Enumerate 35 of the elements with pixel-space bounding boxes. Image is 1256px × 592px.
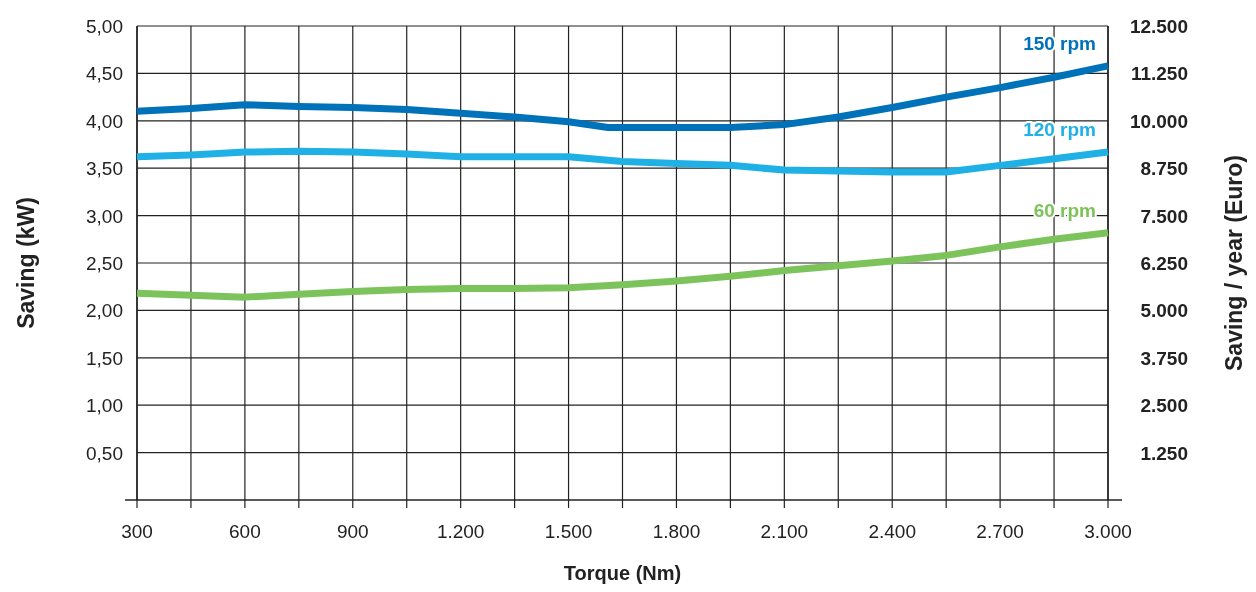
x-tick-label: 600 — [229, 521, 261, 542]
x-tick-label: 1.500 — [544, 521, 593, 542]
x-tick-label: 1.800 — [652, 521, 701, 542]
y-tick-label: 0,50 — [86, 442, 123, 464]
y2-tick-label: 5.000 — [1140, 300, 1188, 322]
y2-tick-label: 8.750 — [1140, 158, 1188, 180]
y2-tick-label: 2.500 — [1140, 395, 1188, 417]
y2-tick-label: 7.500 — [1140, 205, 1188, 227]
x-axis-title: Torque (Nm) — [563, 562, 682, 584]
x-tick-label: 2.700 — [976, 521, 1024, 542]
y-tick-label: 4,00 — [86, 110, 123, 132]
y2-tick-label: 10.000 — [1129, 110, 1188, 132]
y2-tick-label: 1.250 — [1140, 442, 1188, 464]
y-tick-label: 2,50 — [86, 253, 123, 274]
y-tick-label: 3,00 — [86, 205, 123, 227]
y-tick-label: 2,00 — [86, 300, 123, 322]
y2-tick-label: 6.250 — [1140, 253, 1188, 274]
y2-axis-title: Saving / year (Euro) — [1221, 154, 1247, 372]
series-label: 150 rpm — [1023, 32, 1096, 54]
y2-tick-label: 12.500 — [1129, 16, 1188, 37]
y-tick-label: 4,50 — [86, 63, 123, 85]
series-label: 120 rpm — [1023, 119, 1096, 141]
x-tick-label: 900 — [336, 521, 369, 542]
y-tick-label: 1,50 — [86, 347, 123, 369]
x-tick-label: 2.100 — [760, 521, 809, 542]
y-tick-label: 5,00 — [86, 16, 123, 37]
y2-tick-label: 11.250 — [1130, 63, 1188, 85]
x-tick-label: 1.200 — [436, 521, 485, 542]
y-tick-label: 1,00 — [86, 395, 123, 417]
y2-tick-label: 3.750 — [1140, 347, 1188, 369]
y-axis-title: Saving (kW) — [13, 197, 39, 329]
y-tick-label: 3,50 — [86, 158, 123, 180]
x-tick-label: 300 — [121, 521, 153, 542]
x-tick-label: 3.000 — [1084, 521, 1132, 542]
x-tick-label: 2.400 — [868, 521, 916, 542]
